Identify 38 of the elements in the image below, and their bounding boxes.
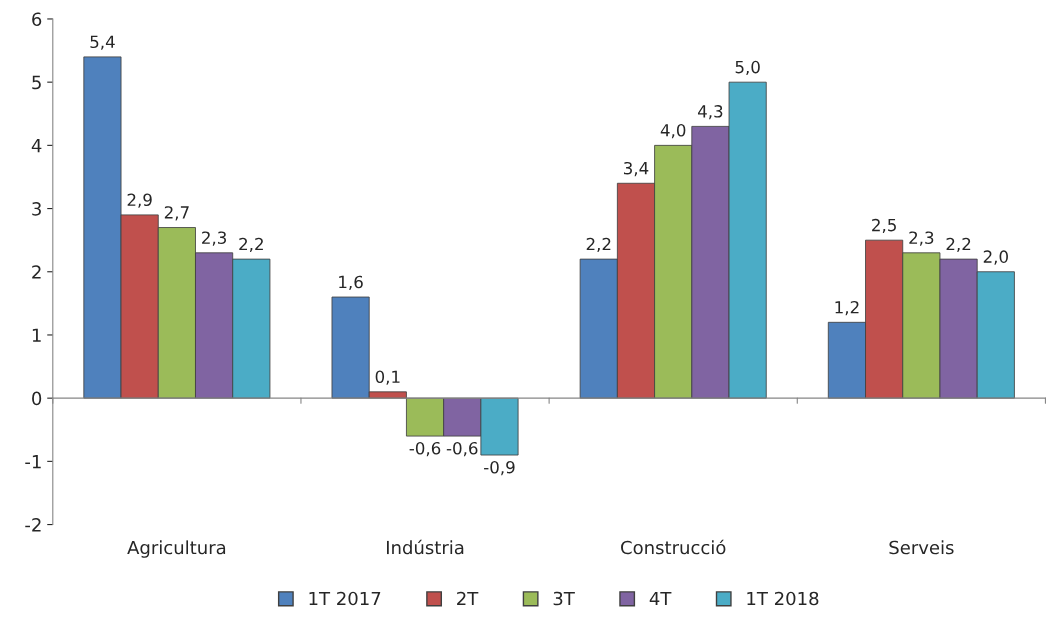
data-label: 2,9 (127, 193, 152, 208)
y-tick-label: 1 (32, 328, 41, 342)
data-label: -0,6 (446, 441, 478, 457)
y-tick-label: -2 (25, 518, 41, 532)
legend-label: 1T 2018 (747, 591, 819, 606)
legend-label: 2T (457, 591, 479, 606)
data-label: 5,4 (90, 35, 115, 50)
data-label: 4,0 (660, 123, 686, 139)
data-label: 0,1 (375, 370, 400, 385)
data-label: 2,2 (239, 237, 263, 253)
data-label: 2,2 (586, 237, 611, 253)
y-tick-label: -1 (25, 455, 41, 469)
y-tick-label: 4 (31, 139, 42, 153)
data-label: 2,5 (872, 218, 896, 234)
legend-label: 4T (649, 591, 672, 606)
data-label: 1,6 (339, 275, 363, 290)
data-label: 1,2 (835, 300, 859, 316)
legend-label: 3T (553, 591, 575, 606)
y-tick-label: 6 (32, 12, 42, 27)
x-tick-label: Indústria (386, 539, 464, 555)
data-label: 2,7 (164, 206, 189, 221)
data-label: 2,3 (909, 231, 934, 246)
y-tick-label: 2 (32, 265, 41, 279)
data-label: 2,2 (946, 237, 971, 253)
y-tick-label: 3 (32, 202, 41, 216)
data-label: -0,6 (409, 441, 441, 457)
x-tick-label: Serveis (889, 540, 954, 555)
data-label: -0,9 (484, 460, 515, 476)
data-label: 2,3 (202, 231, 227, 246)
y-tick-label: 0 (32, 391, 42, 406)
y-tick-label: 5 (32, 75, 41, 90)
data-label: 5,0 (735, 60, 760, 76)
data-label: 2,0 (983, 250, 1008, 265)
x-tick-label: Construcció (621, 539, 726, 555)
x-tick-label: Agricultura (127, 540, 226, 558)
data-label: 4,3 (697, 105, 723, 120)
legend-label: 1T 2017 (309, 591, 381, 606)
data-label: 3,4 (623, 161, 649, 177)
